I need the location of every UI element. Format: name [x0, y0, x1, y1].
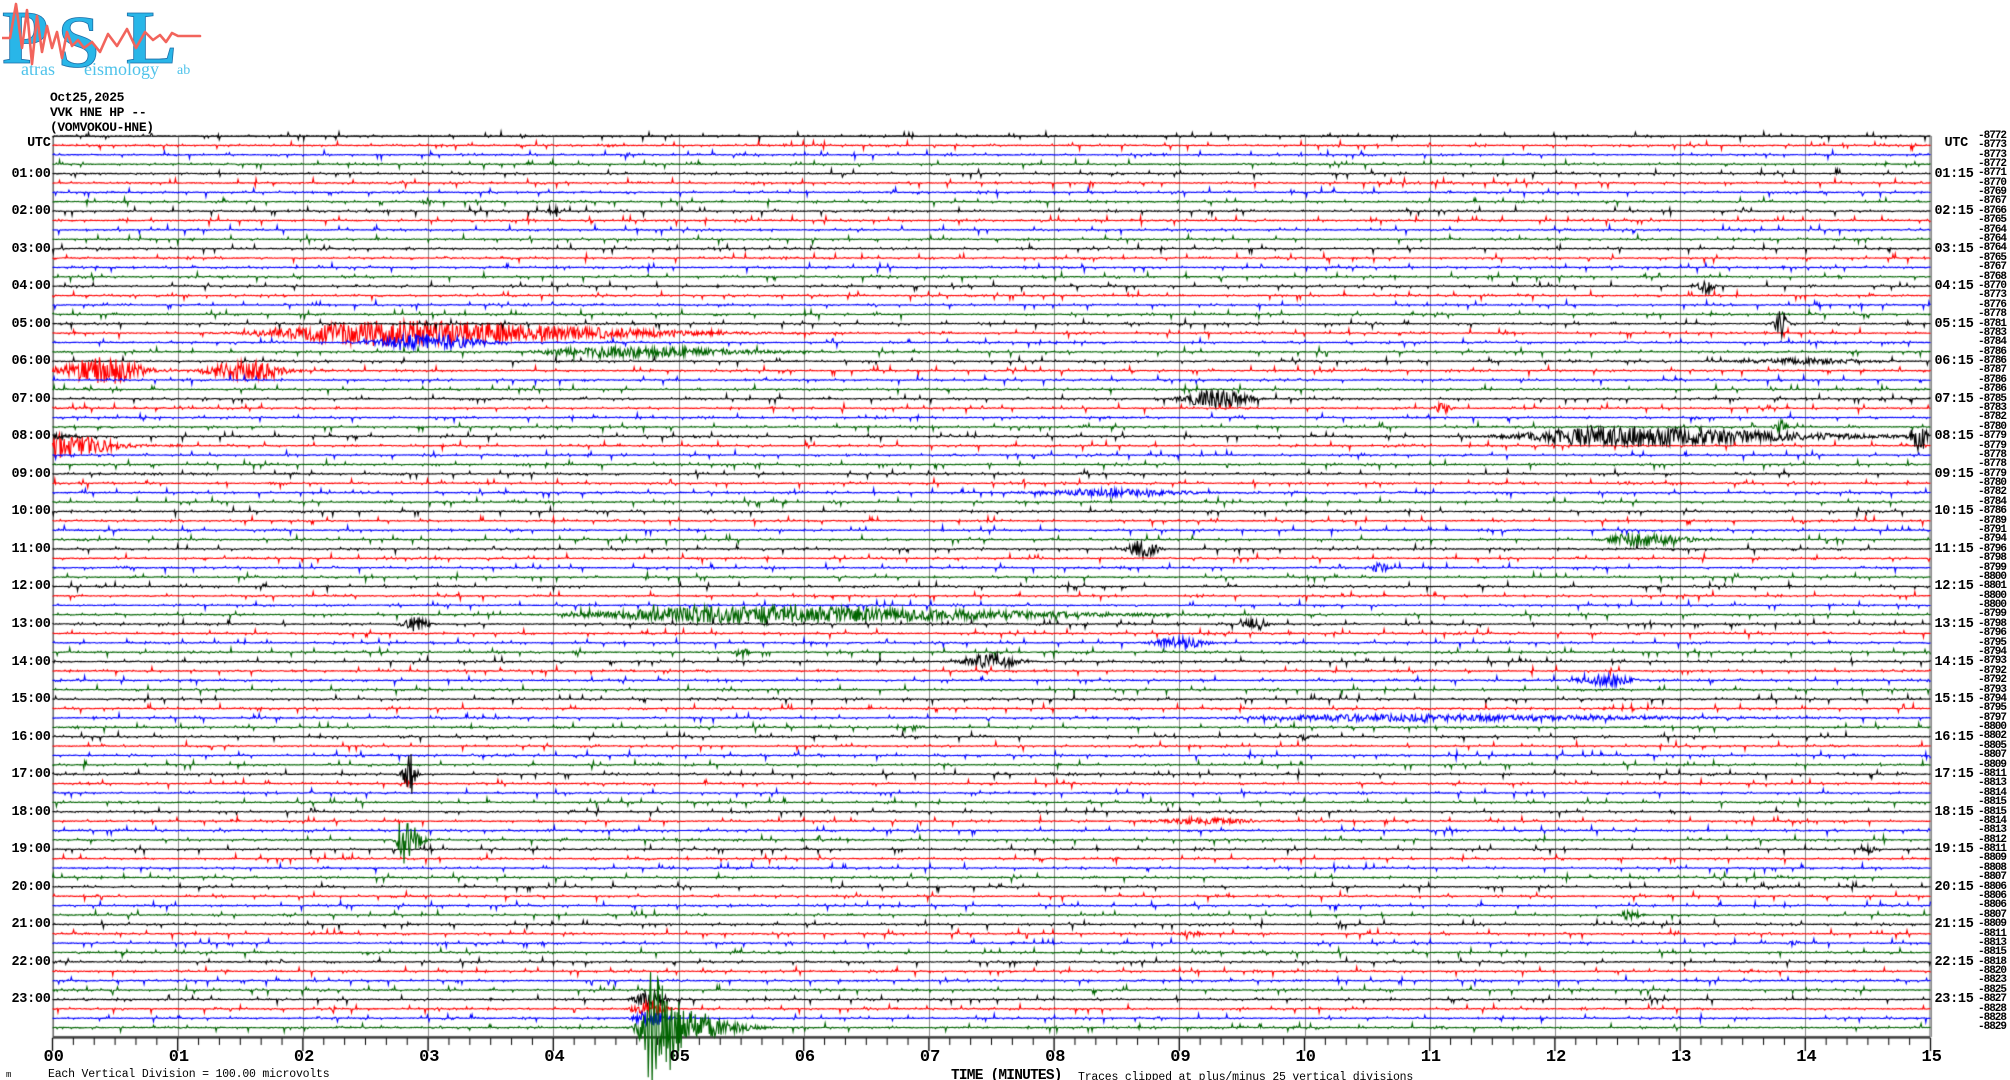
svg-text:eismology: eismology — [84, 59, 159, 79]
svg-text:atras: atras — [21, 59, 55, 79]
svg-text:ab: ab — [177, 63, 190, 78]
